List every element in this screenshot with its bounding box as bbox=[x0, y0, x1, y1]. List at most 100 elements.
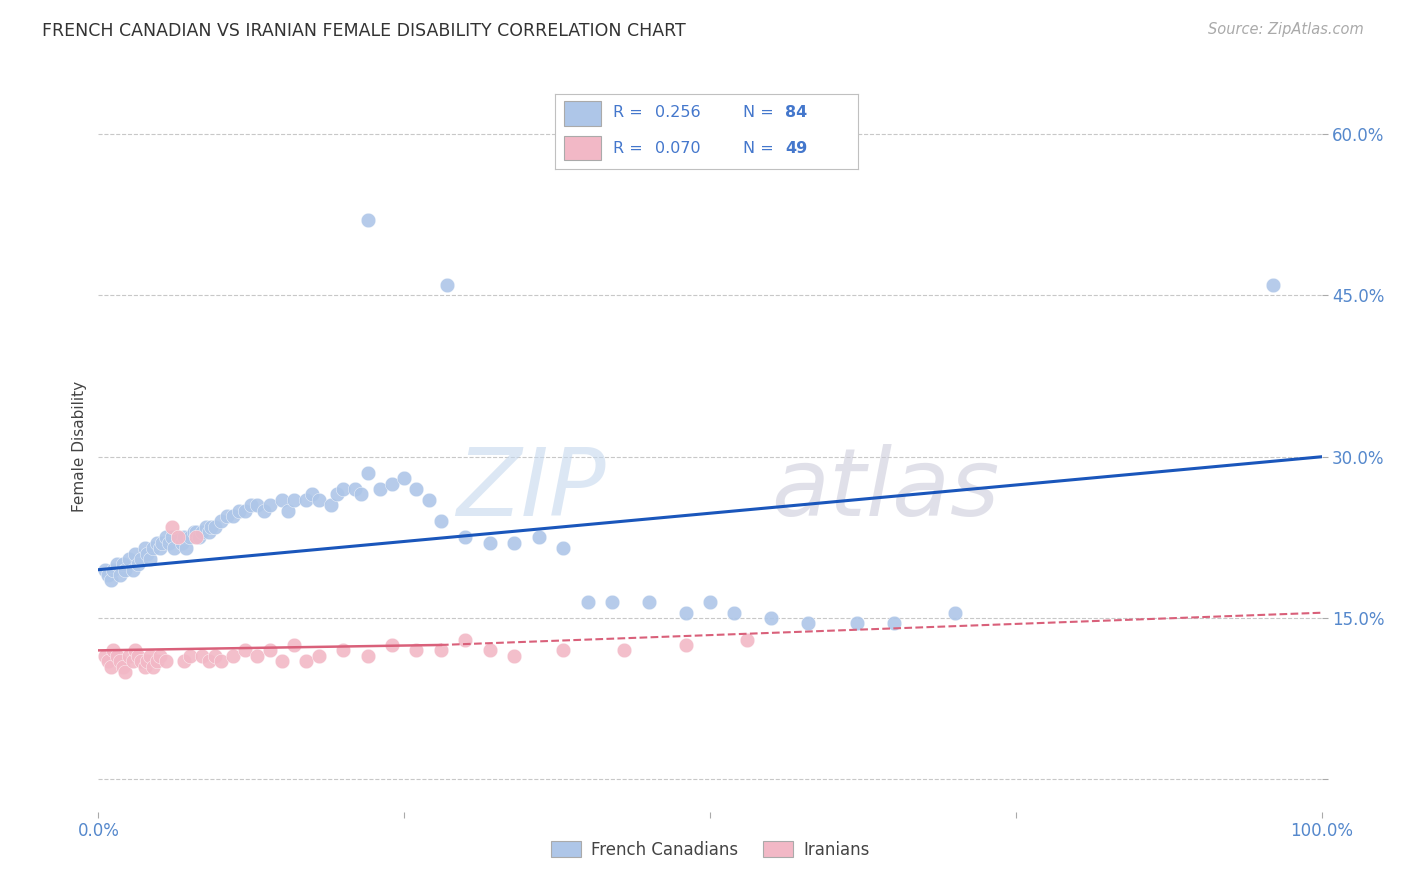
Point bbox=[332, 643, 354, 657]
Point bbox=[222, 648, 245, 663]
Point bbox=[270, 654, 294, 668]
Point bbox=[503, 648, 526, 663]
Point bbox=[155, 654, 177, 668]
Point bbox=[252, 503, 274, 517]
Point bbox=[100, 574, 122, 588]
Point bbox=[101, 563, 124, 577]
Point bbox=[200, 519, 222, 533]
Point bbox=[97, 654, 120, 668]
Legend: French Canadians, Iranians: French Canadians, Iranians bbox=[544, 834, 876, 865]
Point bbox=[179, 648, 201, 663]
Point bbox=[215, 508, 238, 523]
Point bbox=[270, 492, 294, 507]
Text: FRENCH CANADIAN VS IRANIAN FEMALE DISABILITY CORRELATION CHART: FRENCH CANADIAN VS IRANIAN FEMALE DISABI… bbox=[42, 22, 686, 40]
Text: N =: N = bbox=[742, 105, 779, 120]
Point bbox=[105, 558, 128, 572]
Point bbox=[160, 519, 183, 533]
Point bbox=[111, 558, 134, 572]
Point bbox=[179, 530, 201, 544]
Point bbox=[368, 482, 391, 496]
Point bbox=[204, 648, 226, 663]
Point bbox=[197, 524, 219, 539]
Point bbox=[436, 277, 458, 292]
Point bbox=[114, 665, 136, 679]
Point bbox=[114, 563, 136, 577]
Bar bbox=[564, 101, 600, 126]
Point bbox=[356, 466, 378, 480]
Point bbox=[675, 638, 697, 652]
Point bbox=[308, 648, 330, 663]
Point bbox=[381, 476, 404, 491]
Point bbox=[430, 514, 453, 528]
Point bbox=[142, 659, 165, 673]
Point bbox=[326, 487, 349, 501]
Point bbox=[283, 638, 305, 652]
Point bbox=[197, 654, 219, 668]
Point bbox=[110, 654, 132, 668]
Text: 0.256: 0.256 bbox=[655, 105, 700, 120]
Point bbox=[142, 541, 165, 556]
Point bbox=[454, 530, 477, 544]
Point bbox=[110, 568, 132, 582]
Point bbox=[295, 654, 318, 668]
Text: 0.070: 0.070 bbox=[655, 141, 700, 156]
Point bbox=[943, 606, 966, 620]
Point bbox=[100, 659, 122, 673]
Point bbox=[527, 530, 550, 544]
Text: R =: R = bbox=[613, 141, 648, 156]
Point bbox=[301, 487, 323, 501]
Point bbox=[155, 530, 177, 544]
Point bbox=[356, 648, 378, 663]
Point bbox=[553, 643, 575, 657]
Text: R =: R = bbox=[613, 105, 648, 120]
Point bbox=[195, 519, 218, 533]
Point bbox=[675, 606, 697, 620]
Point bbox=[124, 643, 146, 657]
Point bbox=[240, 498, 263, 512]
Point bbox=[129, 654, 152, 668]
Point bbox=[127, 648, 149, 663]
Point bbox=[478, 536, 501, 550]
Point bbox=[735, 632, 758, 647]
Point bbox=[478, 643, 501, 657]
Point bbox=[405, 643, 427, 657]
Point bbox=[454, 632, 477, 647]
Point bbox=[259, 643, 281, 657]
Point bbox=[129, 552, 152, 566]
Point bbox=[233, 643, 256, 657]
Point bbox=[136, 547, 159, 561]
Point bbox=[118, 648, 141, 663]
Text: 84: 84 bbox=[785, 105, 807, 120]
Point bbox=[209, 654, 232, 668]
Point bbox=[167, 530, 190, 544]
Point bbox=[186, 524, 208, 539]
Point bbox=[127, 558, 149, 572]
Point bbox=[356, 213, 378, 227]
Point bbox=[139, 648, 162, 663]
Point bbox=[392, 471, 416, 485]
Point bbox=[503, 536, 526, 550]
Point bbox=[209, 514, 232, 528]
Point bbox=[319, 498, 342, 512]
Point bbox=[186, 530, 208, 544]
Point bbox=[418, 492, 440, 507]
Point bbox=[295, 492, 318, 507]
Point bbox=[134, 541, 156, 556]
Point bbox=[350, 487, 373, 501]
Point bbox=[173, 654, 195, 668]
Point bbox=[723, 606, 745, 620]
Y-axis label: Female Disability: Female Disability bbox=[72, 380, 87, 512]
Point bbox=[176, 541, 198, 556]
Point bbox=[150, 536, 173, 550]
Text: 49: 49 bbox=[785, 141, 807, 156]
Point bbox=[1261, 277, 1284, 292]
Text: ZIP: ZIP bbox=[457, 444, 606, 535]
Point bbox=[845, 616, 868, 631]
Point bbox=[167, 530, 190, 544]
Point bbox=[246, 648, 269, 663]
Point bbox=[101, 643, 124, 657]
Point bbox=[139, 552, 162, 566]
Point bbox=[228, 503, 250, 517]
Point bbox=[761, 611, 783, 625]
Point bbox=[105, 648, 128, 663]
